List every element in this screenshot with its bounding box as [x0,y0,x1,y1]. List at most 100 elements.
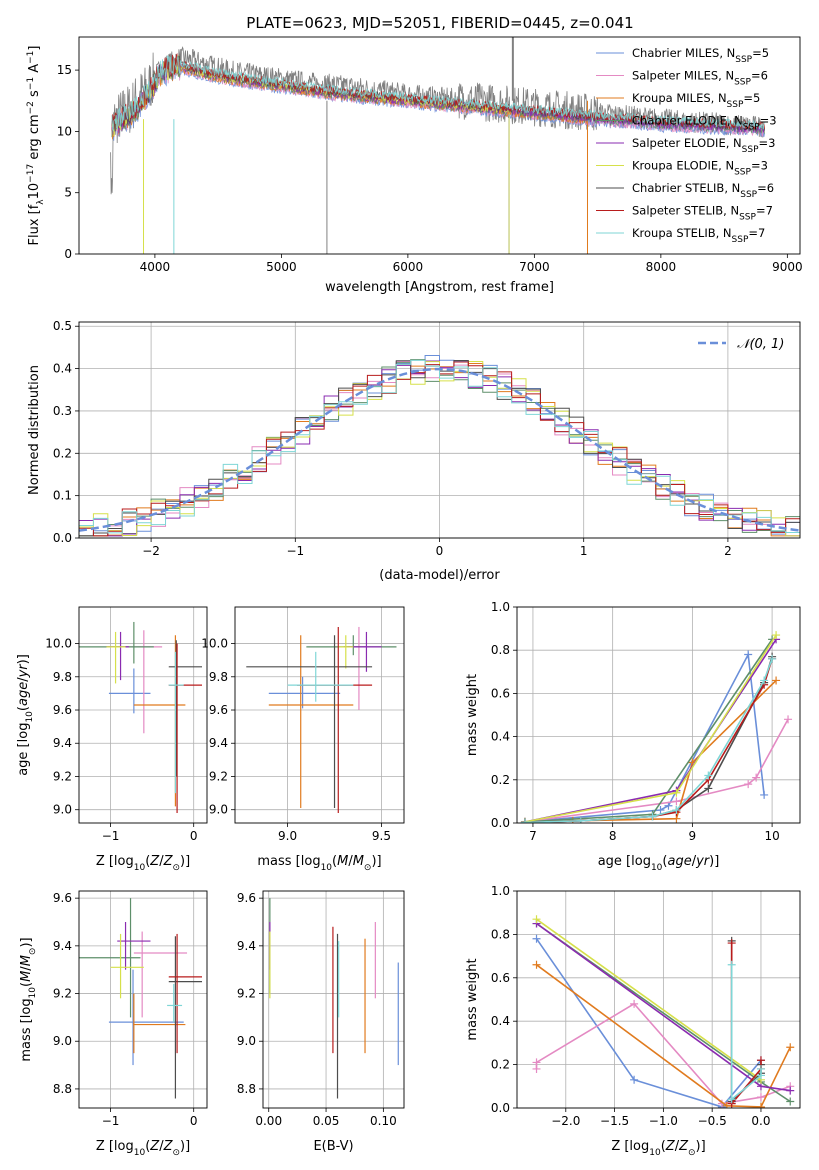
age_weight-marker-salpeter_miles [744,780,753,789]
spectrum-frame [78,36,801,255]
residuals-ytick-label: 0.2 [53,446,72,460]
residuals-plot-area [79,355,800,538]
z_weight-frame [516,890,801,1109]
z_mass-frame [78,890,208,1109]
residuals-xtick-label: 0 [436,544,444,558]
age_weight-marker-chabrier_miles [656,806,665,815]
age_weight-marker-salpeter_miles [672,797,681,806]
residuals-legend-label: 𝒩(0, 1) [737,337,784,352]
residuals-xtick-label: 2 [724,544,732,558]
age_weight-ytick-label: 0.0 [491,816,510,830]
age_weight-xtick-label: 10 [764,829,779,843]
spectrum-xlabel: wavelength [Angstrom, rest frame] [325,280,554,295]
z_age-xtick-label: 0 [190,829,198,843]
residuals-ytick-label: 0.1 [53,489,72,503]
mass_age-ytick-label: 9.0 [209,803,228,817]
legend-label-kroupa_stelib: Kroupa STELIB, NSSP=7 [632,226,765,245]
legend-label-chabrier_stelib: Chabrier STELIB, NSSP=6 [632,181,774,200]
mass_age-xtick-label: 9.5 [372,829,391,843]
z_age-plot-area [79,621,203,814]
z_weight-marker-salpeter_elodie [786,1086,795,1095]
ebv_mass-ytick-label: 9.2 [237,987,256,1001]
spectrum-xtick-label: 9000 [772,260,803,274]
residuals-frame [78,321,801,539]
spectrum-model-line-chabrier_elodie [111,57,765,138]
spectrum-model-line-kroupa_stelib [111,55,765,132]
age_weight-marker-kroupa_stelib [760,676,769,685]
mass_age-xtick-label: 9.0 [278,829,297,843]
ebv_mass-ytick-label: 9.4 [237,939,256,953]
spectrum-ylabel: Flux [fλ10−17 erg cm−2 s−1 A−1] [26,46,46,246]
normal-curve [79,367,800,532]
spectrum-xtick-label: 6000 [393,260,424,274]
z_weight-marker-kroupa_stelib [727,960,736,969]
z_weight-marker-chabrier_miles [630,1075,639,1084]
z_weight-marker-salpeter_stelib [756,1056,765,1065]
z_weight-xtick-label: −1.0 [649,1114,678,1128]
ebv_mass-ytick-label: 9.6 [237,891,256,905]
residuals-ylabel: Normed distribution [27,365,42,495]
age_weight-ytick-label: 1.0 [491,600,510,614]
z_mass-ytick-label: 8.8 [53,1082,72,1096]
z_weight-marker-kroupa_miles [756,1102,765,1108]
z_age-frame [78,606,208,824]
age_weight-ytick-label: 0.6 [491,686,510,700]
age_weight-marker-chabrier_stelib [704,784,713,793]
ebv_mass-ytick-label: 8.8 [237,1082,256,1096]
z_weight-marker-salpeter_miles [532,1058,541,1067]
z_age-ytick-label: 9.6 [53,703,72,717]
z_weight-marker-salpeter_miles [756,1093,765,1102]
z-mass-ylabel: mass [log10(M/M⊙)] [19,937,38,1061]
z_mass-ytick-label: 9.0 [53,1034,72,1048]
z_weight-marker-kroupa_stelib [756,1064,765,1073]
z_weight-marker-salpeter_stelib [727,939,736,948]
age_weight-ytick-label: 0.8 [491,643,510,657]
z_weight-ytick-label: 0.4 [491,1014,510,1028]
z_weight-xtick-label: −2.0 [551,1114,580,1128]
residual-histogram-panel: −2 −1 0 1 2 0.0 0.1 0.2 0.3 0.4 0.5 𝒩(0, 1) (data-mo… [27,319,801,583]
mass_age-ytick-label: 9.6 [209,703,228,717]
z_weight-marker-kroupa_miles [722,1101,731,1108]
spectrum-ytick-label: 10 [57,124,72,138]
z_weight-ytick-label: 0.2 [491,1058,510,1072]
z_weight-marker-chabrier_elodie [786,1097,795,1106]
residuals-xlabel: (data-model)/error [379,568,500,583]
z_weight-xtick-label: −0.5 [698,1114,727,1128]
age_weight-marker-kroupa_miles [772,676,781,685]
ebv_mass-ytick-label: 9.0 [237,1034,256,1048]
z_mass-ytick-label: 9.4 [53,939,72,953]
z_weight-marker-kroupa_miles [786,1043,795,1052]
metallicity-mass-panel: −1 0 8.8 9.0 9.2 9.4 9.6 Z [log10(Z/Z⊙)] mass [l… [19,890,208,1158]
mass_age-ytick-label: 9.4 [209,736,228,750]
z_weight-line-kroupa_stelib [730,964,762,1101]
mass-age-xlabel: mass [log10(M/M⊙)] [257,854,381,873]
residuals-ytick-label: 0.0 [53,531,72,545]
z_age-ytick-label: 9.4 [53,736,72,750]
spectrum-legend: Chabrier MILES, NSSP=5 Salpeter MILES, NS… [596,46,777,245]
mass_age-plot-area [246,626,397,814]
mass_age-frame [234,606,405,824]
residuals-ytick-label: 0.3 [53,404,72,418]
z_age-ytick-label: 10.0 [45,637,72,651]
age_weight-marker-chabrier_miles [744,650,753,659]
spectrum-ytick-label: 5 [64,186,72,200]
z_age-xtick-label: −1 [102,829,120,843]
spectrum-plot-area [110,37,765,254]
age_weight-xtick-label: 9 [689,829,697,843]
ebv_mass-plot-area [269,898,399,1099]
age_weight-marker-kroupa_elodie [672,788,681,797]
legend-label-kroupa_miles: Kroupa MILES, NSSP=5 [632,91,760,110]
spectrum-ytick-label: 0 [64,247,72,261]
spectrum-xtick-label: 5000 [266,260,297,274]
ebv_mass-frame [262,890,405,1109]
age_weight-frame [516,606,801,824]
figure-title: PLATE=0623, MJD=52051, FIBERID=0445, z=0… [246,14,633,32]
spectrum-xtick-label: 8000 [646,260,677,274]
age_weight-marker-kroupa_stelib [704,771,713,780]
residuals-xtick-label: 1 [580,544,588,558]
age_weight-marker-kroupa_stelib [576,816,585,823]
z-age-xlabel: Z [log10(Z/Z⊙)] [96,854,190,873]
z_age-ytick-label: 9.0 [53,803,72,817]
z_weight-ytick-label: 0.8 [491,927,510,941]
residual-hist-kroupa_stelib [79,359,800,538]
